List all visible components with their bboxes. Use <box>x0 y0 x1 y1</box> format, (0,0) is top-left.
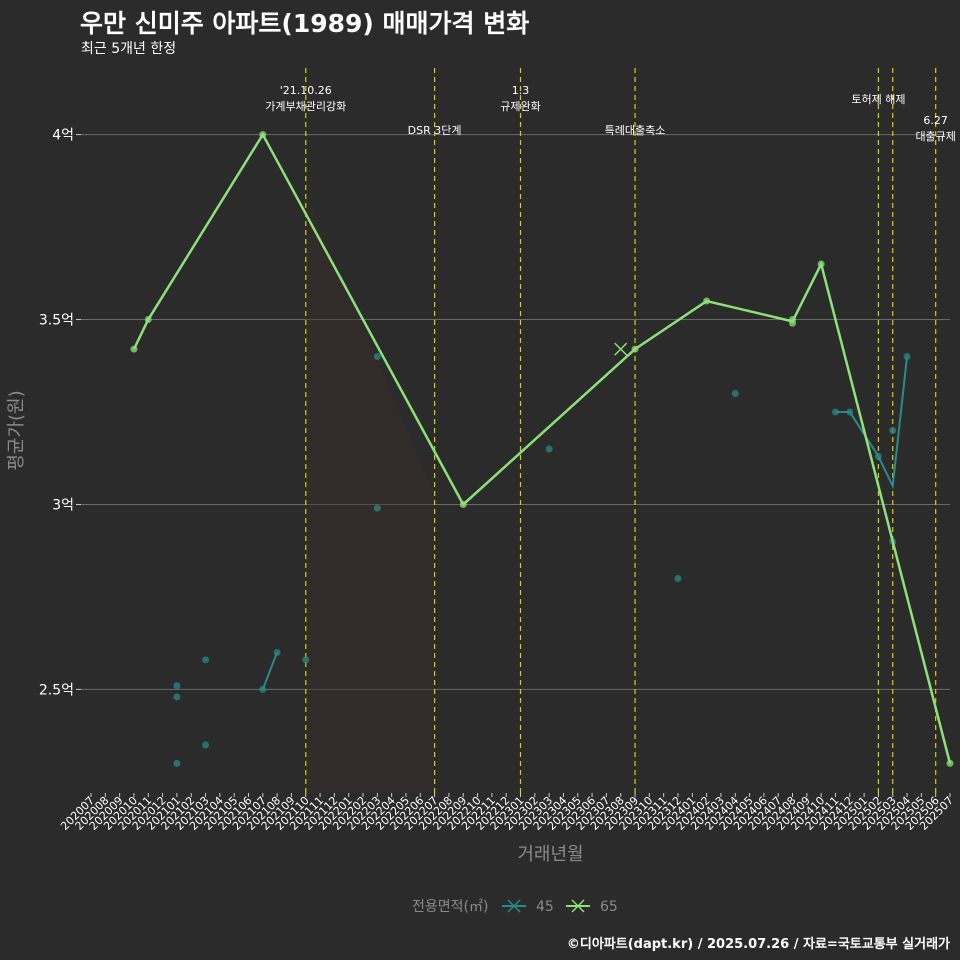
event-vlines <box>305 68 937 793</box>
x-axis: 2020072020082020092020102020112020122021… <box>58 793 956 865</box>
series-65-point <box>817 260 825 268</box>
event-annotation-label: 6.27 <box>923 114 948 127</box>
series-45-point <box>874 452 882 460</box>
event-annotation-label: 가계부채관리강화 <box>265 100 346 113</box>
chart-title: 우만 신미주 아파트(1989) 매매가격 변화 <box>80 9 530 38</box>
series-45-point <box>202 656 210 664</box>
policy-period-shade <box>305 194 435 793</box>
series-45-point <box>259 685 267 693</box>
event-annotation-label: '21.10.26 <box>280 84 332 97</box>
series-45-point <box>545 445 553 453</box>
event-annotation-label: DSR 3단계 <box>408 124 462 137</box>
y-axis-label: 평균가(원) <box>6 390 27 470</box>
event-annotation-label: 1.3 <box>512 84 530 97</box>
series-marks <box>130 131 954 767</box>
series-65-point <box>703 297 711 305</box>
series-45-point <box>674 574 682 582</box>
series-45-point <box>302 656 310 664</box>
series-45-point <box>831 408 839 416</box>
source-caption: ©디아파트(dapt.kr) / 2025.07.26 / 자료=국토교통부 실… <box>566 937 950 952</box>
series-45-point <box>202 741 210 749</box>
grid-lines <box>81 134 950 690</box>
series-65-point <box>259 131 267 139</box>
series-45-point <box>173 693 181 701</box>
series-45-line <box>835 356 909 490</box>
event-annotation-label: 대출규제 <box>915 130 955 143</box>
series-65-point <box>130 345 138 353</box>
event-annotation-label: 규제완화 <box>500 100 540 113</box>
event-annotation-label: 토허제 해제 <box>851 92 905 106</box>
y-tick-label: 3.5억 <box>39 313 74 329</box>
series-45-point <box>846 408 854 416</box>
series-45-point <box>273 648 281 656</box>
series-45-line <box>261 652 279 690</box>
legend: 전용면적(㎡) 45 65 <box>412 899 618 915</box>
series-65-cross-marker <box>614 342 628 356</box>
legend-label-45: 45 <box>536 899 554 915</box>
series-65-point <box>789 319 797 327</box>
event-annotation-label: 특례대출축소 <box>605 124 666 137</box>
series-45-point <box>903 353 911 361</box>
y-tick-label: 3억 <box>52 497 74 513</box>
legend-key-45-cross <box>507 899 521 913</box>
shaded-region <box>305 194 435 793</box>
x-axis-label: 거래년월 <box>517 844 583 865</box>
series-65-point <box>459 500 467 508</box>
series-45-point <box>731 390 739 398</box>
series-45-point <box>889 427 897 434</box>
series-45-point <box>373 504 381 512</box>
y-tick-label: 2.5억 <box>39 682 74 698</box>
series-45-point <box>173 759 181 767</box>
legend-key-65-cross <box>571 899 585 913</box>
series-65-point <box>631 345 639 353</box>
series-45-point <box>373 353 381 361</box>
legend-label-65: 65 <box>600 899 618 915</box>
series-45-point <box>173 682 181 690</box>
series-65-point <box>144 316 152 324</box>
y-tick-label: 4억 <box>52 128 74 144</box>
legend-title: 전용면적(㎡) <box>412 899 488 915</box>
series-65-point <box>946 759 954 767</box>
chart-subtitle: 최근 5개년 한정 <box>81 41 177 57</box>
series-65-line <box>132 132 952 764</box>
